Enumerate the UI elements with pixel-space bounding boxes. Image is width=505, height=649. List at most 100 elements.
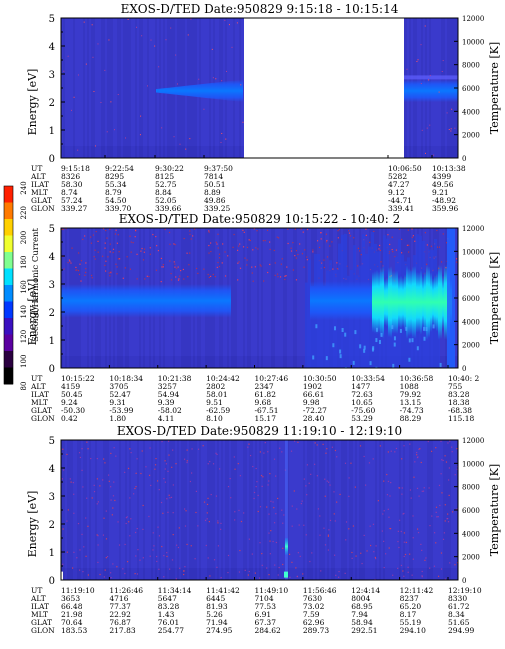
ephemeris-value: 294.10 bbox=[400, 626, 426, 635]
y2-tick-label: 2000 bbox=[462, 132, 480, 140]
colorbar-segment bbox=[4, 219, 13, 236]
energy-band bbox=[156, 79, 243, 102]
ephemeris-value: 10:21:38 bbox=[158, 374, 192, 383]
y-tick-label: 4 bbox=[49, 252, 55, 263]
colorbar-segment bbox=[4, 235, 13, 253]
ephemeris-value: 6445 bbox=[206, 594, 225, 603]
spike bbox=[285, 538, 288, 555]
ephemeris-value: 54.50 bbox=[105, 196, 127, 205]
y2-axis-label: Temperature [K] bbox=[488, 464, 501, 556]
ephemeris-value: 70.64 bbox=[61, 618, 83, 627]
ephemeris-value: 54.94 bbox=[158, 390, 180, 399]
ephemeris-label-alt: ALT bbox=[30, 172, 46, 181]
ephemeris-value: 8295 bbox=[105, 172, 124, 181]
y-tick-label: 4 bbox=[49, 42, 55, 53]
ephemeris-value: 10:06:50 bbox=[388, 164, 422, 173]
ephemeris-value: 9:30:22 bbox=[155, 164, 184, 173]
ephemeris-value: -67.51 bbox=[255, 406, 279, 415]
colorbar-segment bbox=[4, 186, 13, 203]
ephemeris-value: 49.56 bbox=[432, 180, 454, 189]
y-tick-label: 3 bbox=[49, 492, 55, 503]
ephemeris-value: 11:56:46 bbox=[303, 586, 337, 595]
ephemeris-value: -68.38 bbox=[448, 406, 472, 415]
ephemeris-value: 9.68 bbox=[255, 398, 272, 407]
ephemeris-value: 4399 bbox=[432, 172, 451, 181]
ephemeris-value: 339.41 bbox=[388, 204, 414, 213]
y2-tick-label: 8000 bbox=[462, 272, 480, 280]
y-axis-label: Energy [eV] bbox=[26, 491, 39, 558]
ephemeris-value: 9.31 bbox=[109, 398, 126, 407]
ephemeris-label-mlt: MLT bbox=[31, 188, 48, 197]
ephemeris-value: 7.59 bbox=[303, 610, 320, 619]
ephemeris-value: 51.65 bbox=[448, 618, 470, 627]
y2-tick-label: 0 bbox=[462, 155, 466, 163]
y2-axis-label: Temperature [K] bbox=[488, 42, 501, 134]
y-tick-label: 5 bbox=[49, 224, 55, 235]
ephemeris-value: 9:37:50 bbox=[204, 164, 233, 173]
colorbar-segment bbox=[4, 252, 13, 269]
ephemeris-value: 66.61 bbox=[303, 390, 324, 399]
energy-band-edge bbox=[404, 75, 458, 80]
y-tick-label: 3 bbox=[49, 70, 55, 81]
ephemeris-value: 8.34 bbox=[448, 610, 465, 619]
ephemeris-value: 289.73 bbox=[303, 626, 329, 635]
ephemeris-value: 755 bbox=[448, 382, 463, 391]
energy-band bbox=[61, 284, 231, 318]
ephemeris-value: 53.29 bbox=[351, 414, 373, 423]
ephemeris-value: 3257 bbox=[158, 382, 177, 391]
ephemeris-label-glat: GLAT bbox=[31, 406, 52, 415]
y2-tick-label: 6000 bbox=[462, 295, 480, 303]
chart-title: EXOS-D/TED Date:950829 9:15:18 - 10:15:1… bbox=[121, 2, 399, 16]
ephemeris-value: 8004 bbox=[351, 594, 370, 603]
panel-3: EXOS-D/TED Date:950829 11:19:10 - 12:19:… bbox=[26, 424, 501, 635]
y-tick-label: 0 bbox=[49, 576, 55, 587]
ephemeris-value: 6.91 bbox=[255, 610, 272, 619]
ephemeris-value: 68.95 bbox=[351, 602, 373, 611]
ephemeris-value: -74.73 bbox=[400, 406, 424, 415]
ephemeris-value: 88.29 bbox=[400, 414, 422, 423]
ephemeris-value: 292.51 bbox=[351, 626, 377, 635]
colorbar-tick-label: 120 bbox=[20, 330, 28, 343]
ephemeris-value: 83.28 bbox=[158, 602, 180, 611]
ephemeris-value: 28.40 bbox=[303, 414, 325, 423]
y-axis-label: Energy [eV] bbox=[26, 279, 39, 346]
ephemeris-value: -58.02 bbox=[158, 406, 182, 415]
ephemeris-value: 0.42 bbox=[61, 414, 78, 423]
ephemeris-value: 55.34 bbox=[105, 180, 127, 189]
ephemeris-label-glon: GLON bbox=[31, 626, 55, 635]
ephemeris-value: 5282 bbox=[388, 172, 407, 181]
data-gap bbox=[244, 18, 404, 158]
ephemeris-label-ut: UT bbox=[31, 164, 42, 173]
ephemeris-value: 7.94 bbox=[351, 610, 368, 619]
ephemeris-value: 9.98 bbox=[303, 398, 320, 407]
ephemeris-value: -50.30 bbox=[61, 406, 85, 415]
y2-tick-label: 2000 bbox=[462, 342, 480, 350]
ephemeris-value: 359.96 bbox=[432, 204, 458, 213]
ephemeris-value: 339.25 bbox=[204, 204, 230, 213]
ephemeris-label-glat: GLAT bbox=[31, 618, 52, 627]
ephemeris-value: 52.47 bbox=[109, 390, 131, 399]
ephemeris-value: 12:4:14 bbox=[351, 586, 380, 595]
colorbar-tick-label: 100 bbox=[20, 355, 28, 368]
ephemeris-value: -44.71 bbox=[388, 196, 412, 205]
ephemeris-value: 55.19 bbox=[400, 618, 422, 627]
ephemeris-value: 77.37 bbox=[109, 602, 131, 611]
ephemeris-value: 7814 bbox=[204, 172, 223, 181]
ephemeris-value: 183.53 bbox=[61, 626, 87, 635]
colorbar: 240 220 200 180 160 140 120 100 80 Second Harmoni… bbox=[3, 181, 41, 390]
ephemeris-value: 10:36:58 bbox=[400, 374, 434, 383]
ephemeris-value: 10:33:54 bbox=[351, 374, 385, 383]
ephemeris-value: 22.92 bbox=[109, 610, 131, 619]
ephemeris-value: 10:40: 2 bbox=[448, 374, 480, 383]
ephemeris-value: 9:15:18 bbox=[61, 164, 90, 173]
y2-tick-label: 4000 bbox=[462, 530, 480, 538]
chart-title: EXOS-D/TED Date:950829 10:15:22 - 10:40:… bbox=[119, 212, 401, 226]
ephemeris-value: 1.80 bbox=[109, 414, 126, 423]
ephemeris-label-alt: ALT bbox=[30, 382, 46, 391]
y2-axis-label: Temperature [K] bbox=[488, 252, 501, 344]
ephemeris-value: 66.48 bbox=[61, 602, 83, 611]
ephemeris-value: 12:19:10 bbox=[448, 586, 482, 595]
colorbar-tick-label: 180 bbox=[20, 256, 28, 269]
ephemeris-value: 339.27 bbox=[61, 204, 87, 213]
